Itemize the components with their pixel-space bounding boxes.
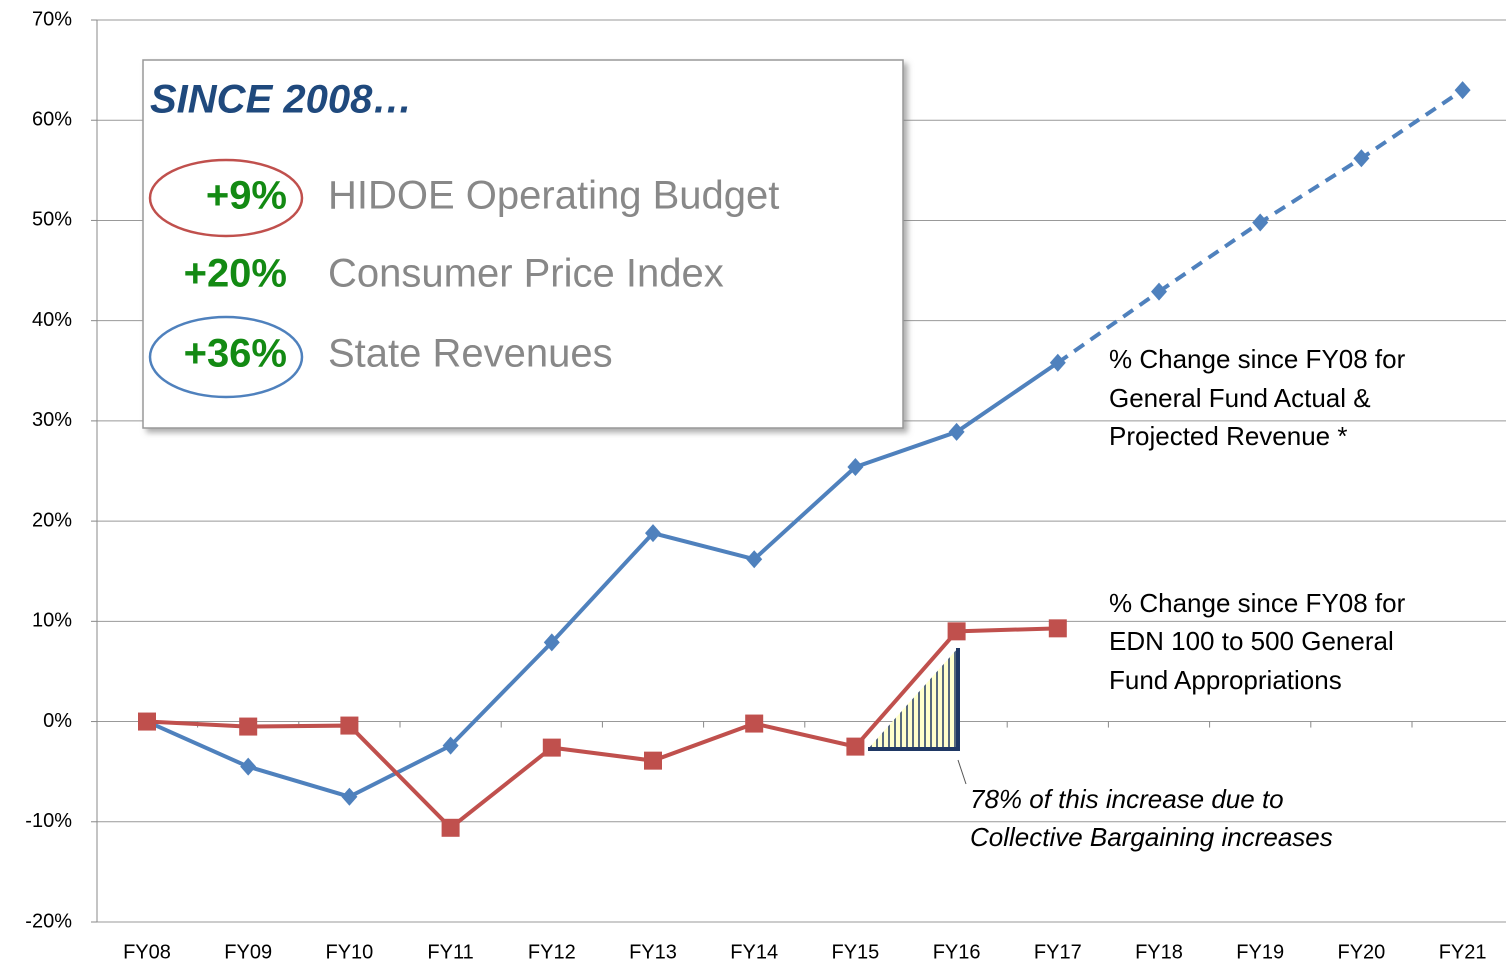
- series-line: [146, 626, 1058, 831]
- x-tick-label: FY15: [831, 941, 879, 963]
- y-tick-label: 60%: [32, 109, 72, 131]
- x-tick-label: FY13: [629, 941, 677, 963]
- marker: [340, 716, 359, 735]
- marker: [1353, 149, 1370, 168]
- inset-label: Consumer Price Index: [328, 252, 724, 296]
- annotation: Projected Revenue *: [1109, 421, 1347, 451]
- x-tick-label: FY11: [427, 941, 473, 963]
- marker: [846, 737, 865, 756]
- x-tick-label: FY12: [528, 941, 576, 963]
- marker: [948, 422, 965, 441]
- marker: [1252, 213, 1269, 232]
- x-tick-label: FY17: [1034, 941, 1082, 963]
- annotation: % Change since FY08 for: [1109, 344, 1406, 374]
- inset-label: State Revenues: [328, 332, 613, 376]
- marker: [745, 714, 764, 733]
- inset-title: SINCE 2008…: [150, 78, 412, 122]
- callout: 78% of this increase due to: [970, 784, 1284, 814]
- y-tick-label: -20%: [25, 910, 72, 932]
- marker: [441, 818, 460, 837]
- inset-label: HIDOE Operating Budget: [328, 174, 779, 218]
- series-connector: [1056, 289, 1161, 365]
- marker: [543, 633, 560, 652]
- marker: [138, 712, 156, 731]
- marker: [442, 736, 459, 755]
- marker: [240, 757, 257, 776]
- plot: [138, 81, 1471, 837]
- highlight-ellipse: [148, 158, 304, 238]
- marker: [1048, 619, 1067, 638]
- hatched-increase: [868, 648, 958, 749]
- marker: [645, 524, 661, 543]
- y-tick-label: 50%: [32, 209, 72, 231]
- series-line: [146, 361, 1059, 799]
- y-tick-label: 20%: [32, 509, 72, 531]
- marker: [1151, 282, 1167, 301]
- marker: [1454, 81, 1471, 100]
- y-tick-label: -10%: [25, 810, 72, 832]
- x-tick-label: FY10: [325, 941, 373, 963]
- y-tick-label: 30%: [32, 409, 72, 431]
- marker: [644, 751, 662, 770]
- y-tick-label: 40%: [32, 309, 72, 331]
- annotation: General Fund Actual &: [1109, 383, 1371, 413]
- annotation: EDN 100 to 500 General: [1109, 626, 1394, 656]
- x-tick-label: FY21: [1439, 941, 1487, 963]
- annotation: % Change since FY08 for: [1109, 588, 1406, 618]
- inset-box: [142, 59, 904, 429]
- x-tick-label: FY08: [123, 941, 171, 963]
- x-tick-label: FY20: [1337, 941, 1385, 963]
- marker: [239, 717, 258, 736]
- marker: [1049, 353, 1066, 372]
- inset-value: +9%: [206, 174, 287, 218]
- marker: [542, 738, 561, 757]
- annotation: Fund Appropriations: [1109, 665, 1342, 695]
- marker: [341, 787, 358, 806]
- increase-bracket: [868, 648, 960, 751]
- inset-value: +20%: [184, 252, 287, 296]
- y-tick-label: 10%: [32, 610, 72, 632]
- marker: [746, 550, 763, 569]
- inset: SINCE 2008… +9% HIDOE Operating Budget +…: [142, 59, 904, 429]
- y-tick-label: 0%: [43, 710, 72, 732]
- marker: [947, 622, 966, 641]
- x-tick-label: FY18: [1135, 941, 1183, 963]
- marker: [847, 457, 864, 476]
- y-tick-label: 70%: [32, 8, 72, 30]
- callout: Collective Bargaining increases: [970, 822, 1333, 852]
- x-tick-label: FY19: [1236, 941, 1284, 963]
- callout-leader: [957, 759, 967, 785]
- series-line: [1157, 88, 1464, 294]
- x-tick-label: FY09: [224, 941, 272, 963]
- highlight-ellipse: [148, 315, 304, 399]
- x-tick-label: FY16: [933, 941, 981, 963]
- x-tick-label: FY14: [730, 941, 778, 963]
- inset-value: +36%: [184, 332, 287, 376]
